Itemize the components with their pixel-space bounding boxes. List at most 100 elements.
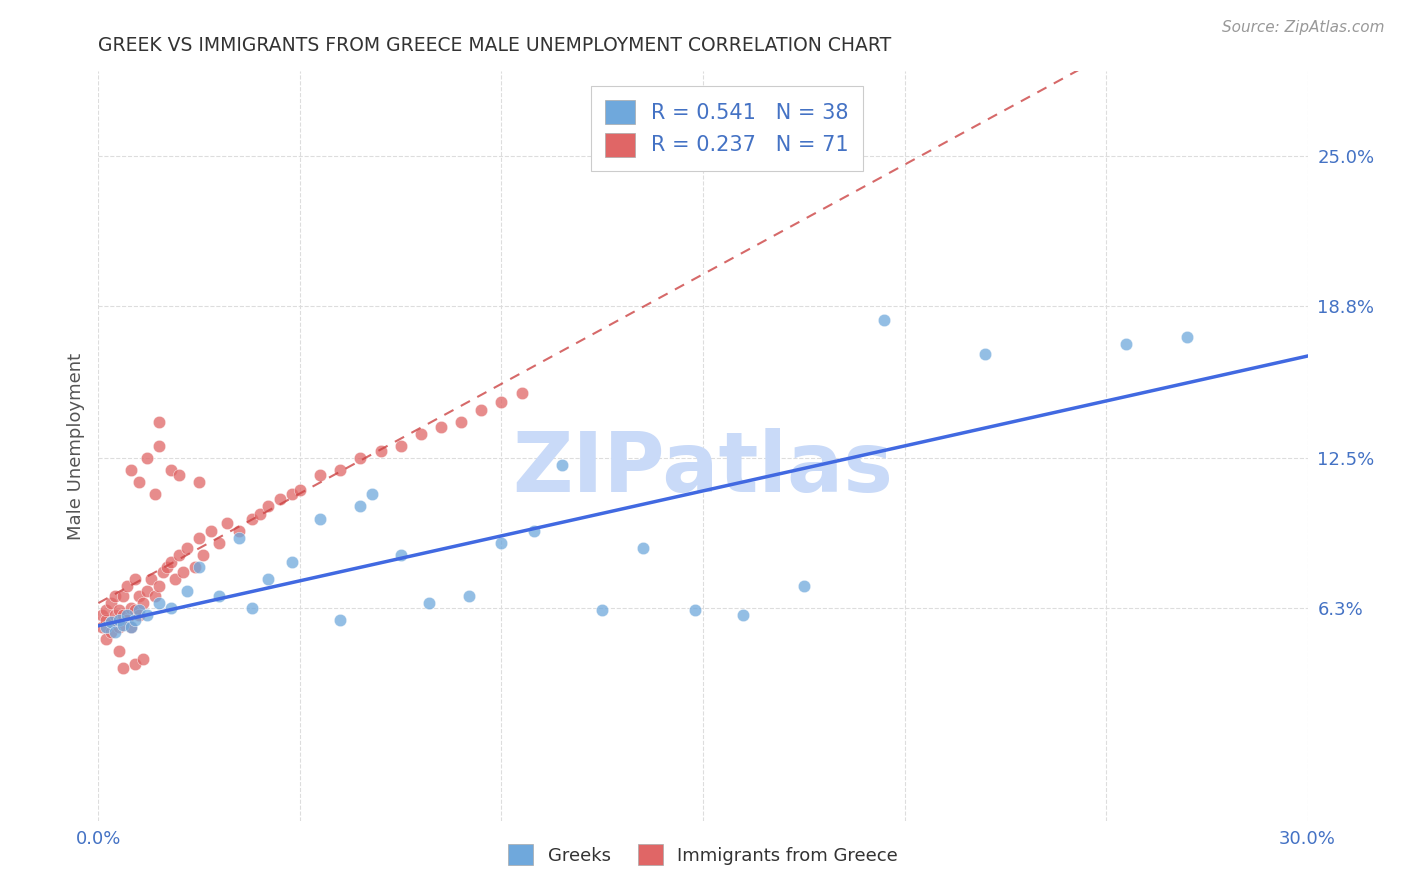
Point bbox=[120, 620, 142, 634]
Legend: R = 0.541   N = 38, R = 0.237   N = 71: R = 0.541 N = 38, R = 0.237 N = 71 bbox=[591, 86, 863, 171]
Point bbox=[491, 395, 513, 409]
Point bbox=[148, 415, 170, 429]
Point bbox=[132, 651, 155, 665]
Point bbox=[228, 531, 250, 545]
Point bbox=[470, 402, 492, 417]
Point bbox=[132, 596, 155, 610]
Point bbox=[188, 559, 211, 574]
Point bbox=[107, 644, 129, 658]
Point bbox=[188, 475, 211, 490]
Point bbox=[631, 541, 654, 555]
Point bbox=[103, 589, 125, 603]
Point bbox=[309, 468, 332, 483]
Point bbox=[115, 613, 138, 627]
Point bbox=[208, 535, 231, 549]
Point bbox=[370, 443, 392, 458]
Point bbox=[873, 313, 896, 327]
Point bbox=[176, 541, 198, 555]
Point bbox=[107, 620, 129, 634]
Point bbox=[217, 516, 239, 531]
Point bbox=[176, 584, 198, 599]
Point bbox=[107, 603, 129, 617]
Point bbox=[450, 415, 472, 429]
Point bbox=[111, 608, 134, 623]
Point bbox=[240, 511, 263, 525]
Point bbox=[120, 463, 142, 477]
Point bbox=[111, 618, 134, 632]
Point bbox=[152, 565, 174, 579]
Point bbox=[91, 620, 114, 634]
Point bbox=[103, 625, 125, 640]
Point bbox=[288, 483, 311, 497]
Point bbox=[143, 487, 166, 501]
Point bbox=[107, 613, 129, 627]
Point bbox=[160, 601, 183, 615]
Point bbox=[135, 584, 157, 599]
Point bbox=[148, 596, 170, 610]
Point bbox=[124, 603, 146, 617]
Point bbox=[100, 596, 122, 610]
Point bbox=[491, 535, 513, 549]
Point bbox=[249, 507, 271, 521]
Point bbox=[128, 603, 150, 617]
Point bbox=[733, 608, 755, 623]
Point bbox=[1115, 337, 1137, 351]
Point bbox=[510, 385, 533, 400]
Point bbox=[100, 615, 122, 630]
Point bbox=[128, 589, 150, 603]
Point bbox=[361, 487, 384, 501]
Point bbox=[124, 613, 146, 627]
Legend: Greeks, Immigrants from Greece: Greeks, Immigrants from Greece bbox=[501, 837, 905, 872]
Point bbox=[128, 608, 150, 623]
Point bbox=[188, 531, 211, 545]
Point bbox=[683, 603, 706, 617]
Point bbox=[329, 613, 352, 627]
Point bbox=[115, 579, 138, 593]
Point bbox=[418, 596, 440, 610]
Point bbox=[167, 548, 190, 562]
Point bbox=[256, 572, 278, 586]
Point bbox=[591, 603, 613, 617]
Point bbox=[91, 608, 114, 623]
Point bbox=[1175, 330, 1198, 344]
Point bbox=[349, 500, 371, 514]
Point bbox=[430, 419, 453, 434]
Text: GREEK VS IMMIGRANTS FROM GREECE MALE UNEMPLOYMENT CORRELATION CHART: GREEK VS IMMIGRANTS FROM GREECE MALE UNE… bbox=[98, 36, 891, 54]
Point bbox=[793, 579, 815, 593]
Point bbox=[349, 451, 371, 466]
Point bbox=[128, 475, 150, 490]
Point bbox=[551, 458, 574, 473]
Y-axis label: Male Unemployment: Male Unemployment bbox=[66, 352, 84, 540]
Point bbox=[143, 589, 166, 603]
Point bbox=[523, 524, 546, 538]
Point bbox=[409, 426, 432, 441]
Point bbox=[124, 572, 146, 586]
Point bbox=[389, 548, 412, 562]
Point bbox=[193, 548, 215, 562]
Point bbox=[135, 608, 157, 623]
Point bbox=[184, 559, 207, 574]
Point bbox=[974, 347, 997, 361]
Point bbox=[281, 487, 304, 501]
Point bbox=[120, 601, 142, 615]
Point bbox=[208, 589, 231, 603]
Point bbox=[111, 661, 134, 675]
Point bbox=[269, 492, 291, 507]
Text: ZIPatlas: ZIPatlas bbox=[513, 428, 893, 509]
Point bbox=[281, 555, 304, 569]
Point bbox=[96, 603, 118, 617]
Point bbox=[148, 579, 170, 593]
Point bbox=[240, 601, 263, 615]
Point bbox=[329, 463, 352, 477]
Point bbox=[120, 620, 142, 634]
Point bbox=[115, 608, 138, 623]
Point bbox=[160, 555, 183, 569]
Point bbox=[148, 439, 170, 453]
Point bbox=[96, 632, 118, 647]
Point bbox=[167, 468, 190, 483]
Point bbox=[135, 451, 157, 466]
Point bbox=[139, 572, 162, 586]
Point bbox=[200, 524, 222, 538]
Point bbox=[103, 608, 125, 623]
Point bbox=[96, 613, 118, 627]
